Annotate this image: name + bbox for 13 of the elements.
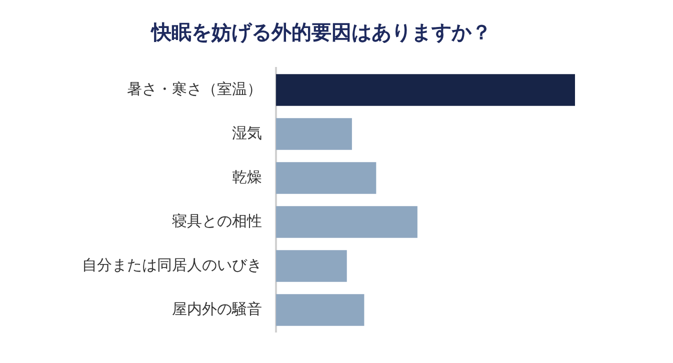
y-tick-label: 乾燥 xyxy=(232,168,262,186)
y-tick-label: 自分または同居人のいびき xyxy=(82,256,262,274)
chart-title: 快眠を妨げる外的要因はありますか？ xyxy=(150,20,492,44)
bar xyxy=(276,294,364,326)
y-tick-label: 暑さ・寒さ（室温） xyxy=(127,80,262,98)
bar xyxy=(276,206,418,238)
bar xyxy=(276,162,376,194)
y-tick-label: 寝具との相性 xyxy=(172,212,262,230)
y-tick-label: 屋内外の騒音 xyxy=(172,300,262,318)
bar xyxy=(276,74,575,106)
bar xyxy=(276,250,347,282)
y-tick-label: 湿気 xyxy=(232,124,262,142)
bar xyxy=(276,118,352,150)
